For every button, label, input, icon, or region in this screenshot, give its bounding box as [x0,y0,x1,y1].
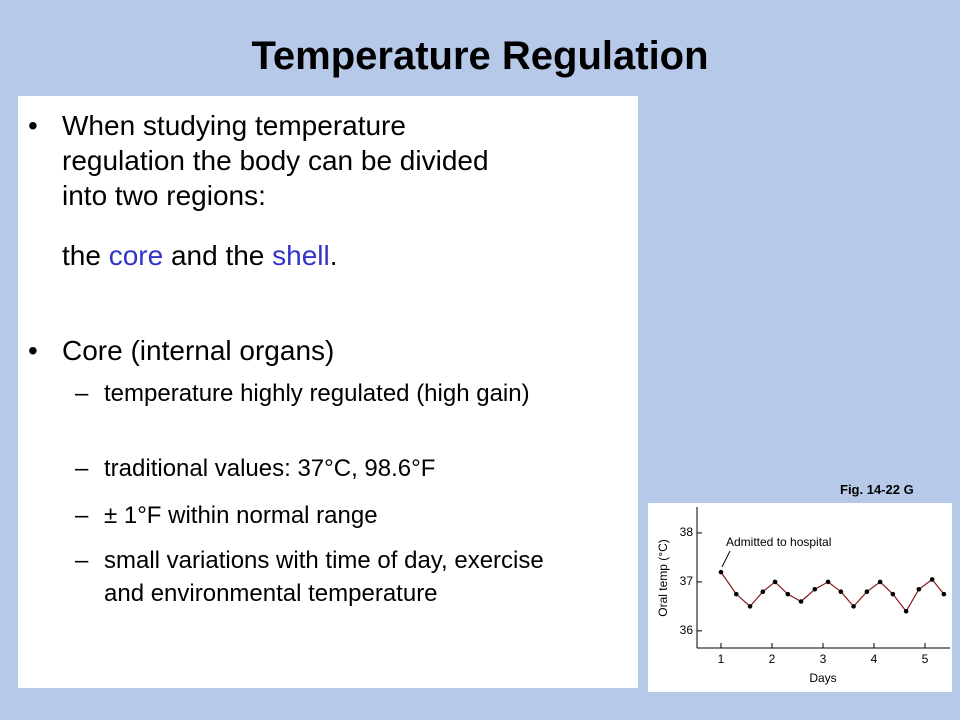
data-point [941,591,947,597]
annotation: Admitted to hospital [726,535,831,549]
data-point [772,579,778,585]
y-tick-label: 36 [680,623,694,637]
x-axis-label: Days [809,671,836,685]
bullet-continuation: the core and the shell. [62,238,338,273]
data-point [877,579,883,585]
data-point [903,608,909,614]
bullet-text: Core (internal organs) [62,335,335,366]
data-point [838,589,844,594]
data-point [747,604,753,609]
dash: – [75,380,89,407]
text: the [62,240,109,271]
data-point [916,586,922,592]
text: and the [163,240,273,271]
data-point [760,589,766,594]
sub-bullet: temperature highly regulated (high gain) [104,380,530,407]
figure-label: Fig. 14-22 G [840,482,914,497]
sub-bullet: ± 1°F within normal range [104,502,378,529]
y-tick-label: 38 [680,525,694,539]
x-tick-label: 5 [922,652,929,666]
x-tick-label: 4 [871,652,878,666]
sub-bullet: small variations with time of day, exerc… [104,547,544,607]
data-point [733,591,739,597]
data-point [812,586,818,592]
text: . [329,240,338,271]
x-tick-label: 3 [820,652,827,666]
dash: – [75,455,89,482]
data-point [851,604,856,609]
slide-title: Temperature Regulation [251,34,709,78]
x-tick-label: 1 [718,652,725,666]
text-panel [18,96,638,688]
bullet-text: When studying temperature regulation the… [62,110,489,211]
data-line [720,571,945,613]
x-tick-label: 2 [769,652,776,666]
y-tick-label: 37 [680,574,694,588]
dash: – [75,502,89,529]
highlight: core [108,240,164,271]
y-axis-label: Oral temp (°C) [656,539,670,616]
bullet-dot: • [28,335,38,366]
dash: – [75,547,89,574]
data-point [929,577,935,582]
chart: Oral temp (°C) Days Admitted to hospital… [648,503,952,692]
bullet-dot: • [28,110,38,141]
data-point [864,589,870,594]
data-point [825,579,831,585]
annotation-arrow [721,550,731,568]
data-point [785,591,791,597]
data-point [798,599,804,604]
sub-bullet: traditional values: 37°C, 98.6°F [104,455,436,482]
data-point [718,569,724,575]
highlight: shell [272,240,330,271]
data-point [890,591,896,597]
